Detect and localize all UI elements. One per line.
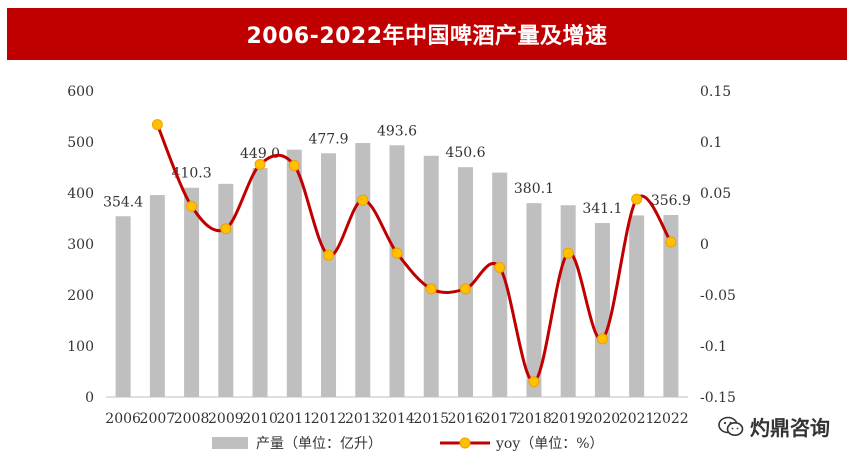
- bar-production: [184, 187, 200, 397]
- watermark: 灼鼎咨询: [718, 412, 830, 441]
- bar-production: [252, 168, 268, 397]
- yoy-point: [323, 249, 335, 261]
- bar-production: [286, 149, 302, 397]
- x-tick-label: 2019: [550, 411, 586, 427]
- legend-marker-yoy: [459, 437, 471, 449]
- yoy-point: [596, 333, 608, 345]
- x-tick-label: 2012: [311, 411, 347, 427]
- y-left-tick-label: 600: [67, 84, 94, 100]
- bar-production: [149, 195, 165, 397]
- chart-title: 2006-2022年中国啤酒产量及增速: [246, 24, 608, 49]
- bar-data-label: 410.3: [172, 166, 212, 182]
- x-tick-label: 2017: [482, 411, 518, 427]
- y-left-tick-label: 0: [85, 390, 94, 406]
- yoy-point: [631, 193, 643, 205]
- bar-production: [457, 167, 473, 397]
- bar-data-label: 341.1: [582, 201, 622, 217]
- x-tick-label: 2008: [174, 411, 210, 427]
- yoy-point: [151, 119, 163, 131]
- x-tick-label: 2006: [105, 411, 141, 427]
- y-left-tick-label: 200: [67, 288, 94, 304]
- bar-production: [629, 215, 645, 397]
- bar-production: [526, 203, 542, 397]
- bar-production: [492, 172, 508, 397]
- bar-production: [663, 214, 679, 397]
- y-right-tick-label: 0: [700, 237, 709, 253]
- legend-swatch-production: [212, 437, 248, 449]
- y-left-tick-label: 100: [67, 339, 94, 355]
- bar-production: [321, 153, 337, 397]
- yoy-point: [425, 283, 437, 295]
- x-tick-label: 2015: [413, 411, 449, 427]
- y-right-tick-label: -0.15: [700, 390, 736, 406]
- x-tick-label: 2011: [276, 411, 312, 427]
- yoy-point: [288, 159, 300, 171]
- bar-data-label: 477.9: [308, 131, 348, 147]
- legend-label-production: 产量（单位：亿升）: [256, 436, 382, 452]
- bar-production: [115, 216, 131, 397]
- bar-production: [218, 183, 234, 397]
- bar-production: [389, 145, 405, 397]
- chart-title-bar: 2006-2022年中国啤酒产量及增速: [7, 8, 847, 60]
- y-right-tick-label: 0.15: [700, 84, 731, 100]
- x-tick-label: 2009: [208, 411, 244, 427]
- bar-production: [423, 155, 439, 397]
- bar-data-label: 450.6: [445, 145, 485, 161]
- yoy-point: [254, 158, 266, 170]
- yoy-point: [391, 247, 403, 259]
- y-left-tick-label: 500: [67, 135, 94, 151]
- x-tick-label: 2014: [379, 411, 415, 427]
- legend-label-yoy: yoy（单位：%）: [495, 436, 604, 452]
- x-tick-label: 2021: [619, 411, 655, 427]
- yoy-point: [357, 194, 369, 206]
- x-tick-label: 2020: [585, 411, 621, 427]
- x-tick-label: 2018: [516, 411, 552, 427]
- y-right-tick-label: 0.1: [700, 135, 722, 151]
- x-tick-label: 2022: [653, 411, 689, 427]
- yoy-point: [494, 261, 506, 273]
- yoy-point: [459, 283, 471, 295]
- x-tick-label: 2010: [242, 411, 278, 427]
- bar-data-label: 493.6: [377, 123, 417, 139]
- yoy-line: [155, 124, 673, 384]
- yoy-point: [562, 247, 574, 259]
- y-right-tick-label: -0.1: [700, 339, 727, 355]
- y-right-tick-label: -0.05: [700, 288, 736, 304]
- x-tick-label: 2007: [140, 411, 176, 427]
- yoy-point: [220, 223, 232, 235]
- yoy-point: [665, 236, 677, 248]
- x-tick-label: 2016: [448, 411, 484, 427]
- y-left-tick-label: 300: [67, 237, 94, 253]
- bar-production: [355, 143, 371, 397]
- x-tick-label: 2013: [345, 411, 381, 427]
- yoy-point: [528, 376, 540, 388]
- bar-data-label: 354.4: [103, 194, 143, 210]
- bar-production: [560, 205, 576, 397]
- watermark-text: 灼鼎咨询: [750, 416, 830, 440]
- bar-production: [594, 223, 610, 397]
- bar-data-label: 356.9: [651, 193, 691, 209]
- wechat-icon: [718, 416, 744, 436]
- bar-data-label: 380.1: [514, 181, 554, 197]
- y-right-tick-label: 0.05: [700, 186, 731, 202]
- yoy-point: [186, 200, 198, 212]
- y-left-tick-label: 400: [67, 186, 94, 202]
